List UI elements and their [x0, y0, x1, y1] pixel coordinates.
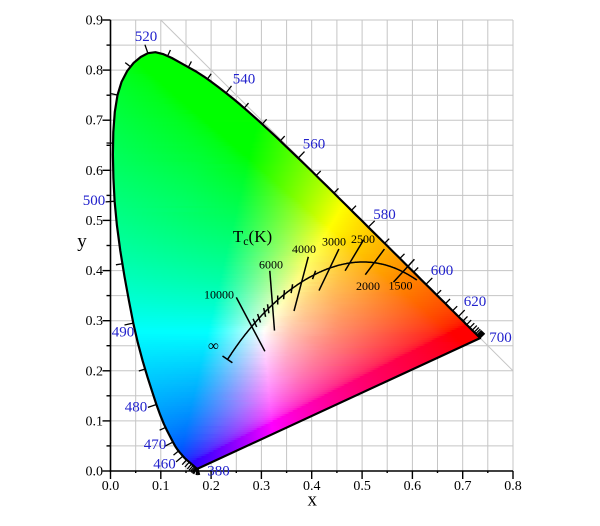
svg-text:490: 490	[112, 325, 135, 341]
svg-text:0.6: 0.6	[86, 164, 104, 179]
svg-text:0.7: 0.7	[454, 479, 472, 494]
svg-text:0.0: 0.0	[86, 465, 104, 480]
svg-text:470: 470	[144, 437, 167, 453]
svg-text:2500: 2500	[351, 232, 375, 246]
svg-text:0.7: 0.7	[86, 114, 104, 129]
svg-text:460: 460	[153, 457, 176, 473]
svg-text:620: 620	[464, 294, 487, 310]
svg-text:560: 560	[303, 137, 326, 153]
svg-text:∞: ∞	[208, 339, 219, 355]
svg-text:4000: 4000	[292, 242, 316, 256]
svg-text:600: 600	[431, 263, 454, 279]
svg-text:1500: 1500	[389, 279, 413, 293]
svg-text:0.9: 0.9	[86, 14, 104, 29]
svg-text:540: 540	[233, 72, 256, 88]
svg-text:10000: 10000	[204, 288, 234, 302]
svg-text:6000: 6000	[259, 258, 283, 272]
svg-text:Tc(K): Tc(K)	[233, 227, 272, 248]
svg-text:520: 520	[135, 29, 158, 45]
svg-text:0.4: 0.4	[86, 264, 104, 279]
svg-text:700: 700	[489, 330, 512, 346]
svg-text:0.8: 0.8	[504, 479, 522, 494]
svg-text:580: 580	[373, 207, 396, 223]
svg-text:480: 480	[125, 400, 148, 416]
svg-text:500: 500	[83, 193, 106, 209]
svg-text:0.2: 0.2	[202, 479, 220, 494]
svg-text:0.8: 0.8	[86, 64, 104, 79]
svg-text:0.3: 0.3	[86, 314, 104, 329]
svg-text:y: y	[77, 231, 87, 252]
svg-text:380: 380	[207, 464, 230, 480]
svg-text:0.3: 0.3	[253, 479, 271, 494]
svg-text:3000: 3000	[322, 235, 346, 249]
svg-text:0.6: 0.6	[404, 479, 422, 494]
svg-text:x: x	[307, 490, 317, 511]
svg-text:0.2: 0.2	[86, 364, 104, 379]
svg-text:0.1: 0.1	[86, 414, 104, 429]
svg-text:0.0: 0.0	[102, 479, 120, 494]
svg-text:0.1: 0.1	[152, 479, 170, 494]
svg-text:0.5: 0.5	[353, 479, 371, 494]
svg-text:2000: 2000	[356, 279, 380, 293]
svg-text:0.5: 0.5	[86, 214, 104, 229]
